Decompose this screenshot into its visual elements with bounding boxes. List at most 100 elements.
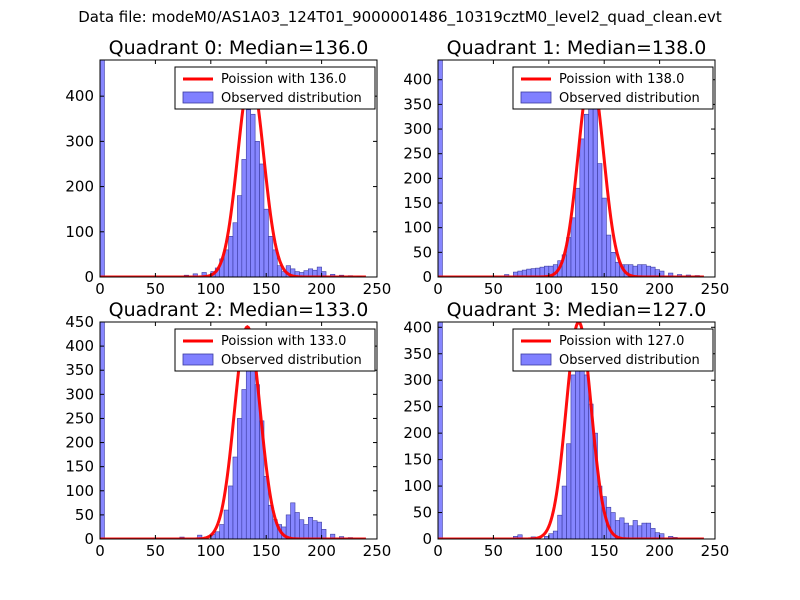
quadrant-2-bar-22: [294, 512, 300, 539]
quadrant-2-legend-observed-label: Observed distribution: [221, 353, 362, 368]
quadrant-2-bar-29: [330, 533, 336, 539]
quadrant-3-title: Quadrant 3: Median=127.0: [447, 299, 707, 321]
quadrant-2-legend-bar-swatch: [182, 353, 214, 366]
quadrant-2-bar-5: [219, 524, 225, 539]
quadrant-1-bar-17: [579, 138, 585, 277]
quadrant-0-legend-fit-label: Poission with 136.0: [221, 72, 346, 87]
quadrant-1-bar-32: [646, 265, 652, 277]
quadrant-2-plot: 0 50 100 150 200 2500501001502002503003504004…: [65, 299, 391, 560]
quadrant-2-ytick-label-8: 400: [65, 337, 94, 355]
quadrant-0-data-layer: [100, 60, 366, 277]
quadrant-2-xtick-label-3: 150: [252, 542, 281, 560]
quadrant-2-bar-23: [299, 519, 305, 539]
quadrant-1-legend-fit-label: Poission with 138.0: [559, 72, 684, 87]
quadrant-1-bar-15: [570, 217, 576, 277]
quadrant-1-bar-24: [610, 252, 616, 277]
quadrant-3-bar-28: [650, 528, 656, 539]
quadrant-0-xtick-label-1: 50: [146, 280, 165, 298]
quadrant-1-xtick-label-1: 50: [484, 280, 503, 298]
quadrant-2-bar-7: [228, 485, 234, 539]
quadrant-0-xtick-label-5: 250: [363, 280, 392, 298]
quadrant-3-ytick-label-4: 200: [403, 424, 432, 442]
quadrant-1-ytick-label-8: 400: [403, 71, 432, 89]
quadrant-3-bar-8: [561, 485, 567, 539]
quadrant-1-bar-18: [583, 113, 589, 277]
quadrant-2-bar-0: [100, 322, 105, 539]
quadrant-3-ytick-label-8: 400: [403, 318, 432, 336]
quadrant-1-bar-22: [601, 197, 607, 277]
quadrant-1-xtick-label-3: 150: [590, 280, 619, 298]
quadrant-1-ytick-label-7: 350: [403, 95, 432, 113]
quadrant-3-ytick-label-0: 0: [422, 530, 432, 548]
quadrant-0-xtick-label-3: 150: [252, 280, 281, 298]
quadrant-1-legend-bar-swatch: [520, 91, 552, 104]
quadrant-0-ytick-label-2: 200: [65, 178, 94, 196]
quadrant-2-ytick-label-7: 350: [65, 361, 94, 379]
quadrant-1-xtick-label-0: 0: [433, 280, 443, 298]
quadrant-3-xtick-label-3: 150: [590, 542, 619, 560]
quadrant-0-bar-11: [241, 159, 247, 277]
quadrant-0-axes-frame: [99, 59, 378, 278]
quadrant-2-bar-11: [245, 355, 251, 539]
quadrant-1-plot: 0 50 100 150 200 250 0 50 100 150 200 250 300 350 400 Q…: [403, 37, 729, 298]
quadrant-2-ytick-label-4: 200: [65, 434, 94, 452]
quadrant-3-bar-27: [646, 522, 652, 539]
quadrant-2-ytick-label-0: 0: [84, 530, 94, 548]
quadrant-3-bar-21: [619, 517, 625, 539]
quadrant-3-bar-2: [517, 534, 523, 539]
quadrant-3-xtick-label-0: 0: [433, 542, 443, 560]
quadrant-1-bar-19: [588, 94, 594, 277]
quadrant-1-bar-31: [641, 264, 647, 277]
quadrant-3-ytick-label-3: 150: [403, 451, 432, 469]
quadrant-1-xtick-label-2: 100: [534, 280, 563, 298]
quadrant-0-bar-10: [237, 195, 243, 277]
quadrant-1-ytick-label-4: 200: [403, 169, 432, 187]
quadrant-2-xtick-label-2: 100: [196, 542, 225, 560]
quadrant-0-xtick-label-4: 200: [307, 280, 336, 298]
quadrant-1-ytick-label-5: 250: [403, 145, 432, 163]
quadrant-0-bar-0: [100, 60, 105, 277]
quadrant-1-legend-observed-label: Observed distribution: [559, 91, 700, 106]
quadrant-1-bar-30: [637, 264, 643, 277]
quadrant-2-bar-25: [308, 516, 314, 539]
quadrant-2-bar-4: [214, 531, 220, 539]
quadrant-3-legend: Poission with 127.0 Observed distribution: [512, 328, 714, 372]
quadrant-3-bar-9: [566, 443, 572, 539]
quadrant-0-title: Quadrant 0: Median=136.0: [109, 37, 369, 59]
quadrant-1-bar-25: [614, 261, 621, 277]
quadrant-1-legend: Poission with 138.0 Observed distribution: [512, 66, 714, 110]
quadrant-0-ytick-label-4: 400: [65, 87, 94, 105]
quadrant-1-ytick-label-3: 150: [403, 194, 432, 212]
quadrant-0-bar-14: [254, 141, 260, 277]
quadrant-3-xtick-label-4: 200: [645, 542, 674, 560]
quadrant-3-bar-7: [557, 514, 563, 539]
quadrant-2-ytick-label-9: 450: [65, 313, 94, 331]
quadrant-1-bar-21: [597, 163, 603, 277]
quadrant-0-bar-16: [263, 208, 269, 277]
quadrant-3-bar-24: [632, 520, 638, 539]
quadrant-3-bar-10: [570, 374, 576, 539]
quadrant-0-xtick-label-2: 100: [196, 280, 225, 298]
quadrant-1-fit-curve: [438, 70, 704, 277]
quadrant-2-xtick-label-5: 250: [363, 542, 392, 560]
quadrant-3-bar-6: [552, 530, 558, 539]
quadrant-2-fit-curve: [100, 324, 366, 539]
quadrant-2-bar-27: [316, 521, 322, 539]
quadrant-1-ytick-label-1: 50: [413, 243, 432, 261]
quadrant-3-bar-12: [579, 353, 585, 539]
quadrant-0-xtick-label-0: 0: [95, 280, 105, 298]
quadrant-3-bar-11: [575, 361, 581, 539]
quadrant-1-title: Quadrant 1: Median=138.0: [447, 37, 707, 59]
quadrant-3-xtick-label-1: 50: [484, 542, 503, 560]
quadrant-1-ytick-label-2: 100: [403, 219, 432, 237]
quadrant-3-legend-bar-swatch: [520, 353, 552, 366]
quadrant-0-bar-17: [268, 236, 274, 277]
quadrant-0-ytick-label-3: 300: [65, 132, 94, 150]
quadrant-3-bar-26: [641, 522, 647, 539]
quadrant-2-xtick-label-0: 0: [95, 542, 105, 560]
quadrant-1-bar-16: [575, 187, 581, 277]
quadrant-2-ytick-label-6: 300: [65, 385, 94, 403]
quadrant-0-legend-bar-swatch: [182, 91, 214, 104]
quadrant-3-legend-fit-label: Poission with 127.0: [559, 334, 684, 349]
